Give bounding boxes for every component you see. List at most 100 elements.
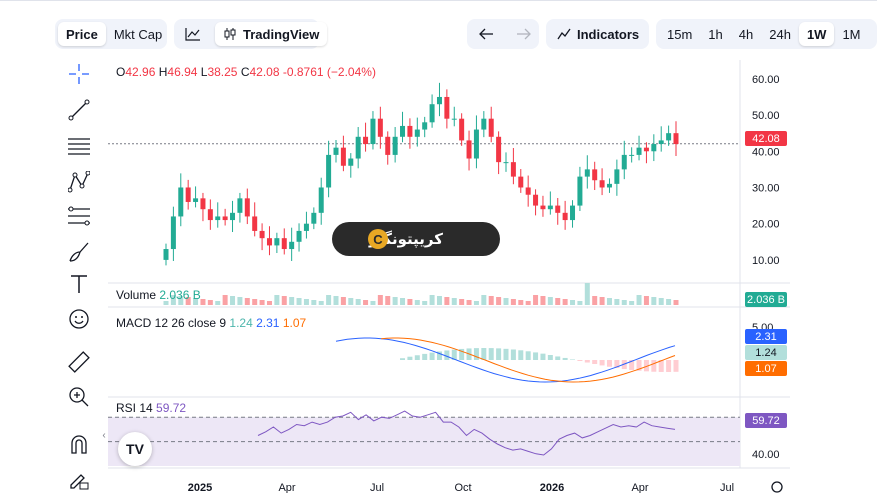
candle-body <box>363 136 369 145</box>
volume-bar <box>237 297 243 305</box>
macd-histogram-bar <box>614 360 620 368</box>
time-axis-tick: Apr <box>631 482 648 493</box>
low-value: 38.25 <box>207 65 238 79</box>
volume-bar <box>318 301 324 305</box>
rsi-legend: RSI 14 59.72 <box>116 401 186 415</box>
brush-tool[interactable] <box>60 238 98 266</box>
volume-bar <box>259 300 265 305</box>
interval-24h[interactable]: 24h <box>769 26 791 42</box>
volume-bar <box>193 298 199 305</box>
candle-body <box>274 238 280 246</box>
volume-bar <box>178 296 184 305</box>
history-controls <box>467 19 539 49</box>
volume-bar <box>252 299 258 305</box>
interval-15m[interactable]: 15m <box>667 26 693 42</box>
line-chart-icon <box>185 28 200 41</box>
volume-bar <box>392 297 398 305</box>
zoom-tool[interactable] <box>60 383 98 411</box>
trend-line-tool[interactable] <box>60 96 98 124</box>
volume-bar <box>170 295 176 305</box>
interval-1h[interactable]: 1h <box>708 26 723 42</box>
candle-body <box>606 183 612 188</box>
macd-histogram-bar <box>547 355 553 360</box>
candle-body <box>289 241 295 250</box>
volume-label: Volume <box>116 288 157 302</box>
open-value: 42.96 <box>125 65 156 79</box>
candle-body <box>540 205 546 210</box>
macd-histogram-bar <box>584 360 590 363</box>
candle-body <box>466 140 472 159</box>
lock-drawing-tool[interactable] <box>60 465 98 493</box>
volume-bar <box>599 297 605 305</box>
macd-histogram-bar <box>414 355 420 360</box>
price-axis-tick: 40.00 <box>752 146 780 158</box>
candle-body <box>636 147 642 155</box>
volume-bar <box>621 300 627 305</box>
price-axis-tick: 20.00 <box>752 219 780 231</box>
volume-bar <box>348 298 354 305</box>
fib-tool[interactable] <box>60 202 98 230</box>
top-border <box>0 0 877 4</box>
time-axis-tick: 2025 <box>188 482 212 493</box>
candle-body <box>170 216 176 250</box>
macd-hist-tag: 1.24 <box>745 345 787 360</box>
tradingview-logo-icon[interactable]: TV <box>118 432 152 466</box>
pattern-icon <box>68 171 90 193</box>
interval-1w[interactable]: 1W <box>798 22 835 46</box>
arrow-right-icon <box>517 28 531 40</box>
indicators-button[interactable]: Indicators <box>549 22 647 46</box>
candle-body <box>533 194 539 206</box>
magnet-tool[interactable] <box>60 430 98 458</box>
volume-bar <box>466 300 472 305</box>
volume-bar <box>377 295 383 305</box>
horizontal-lines-tool[interactable] <box>60 132 98 160</box>
candles-icon <box>224 28 236 40</box>
macd-histogram-bar <box>473 348 479 360</box>
ruler-tool[interactable] <box>60 348 98 376</box>
interval-1m[interactable]: 1M <box>842 26 861 42</box>
fib-retracement-icon <box>68 206 90 226</box>
undo-button[interactable] <box>470 22 508 46</box>
macd-histogram-bar <box>407 356 413 360</box>
volume-bar <box>303 299 309 305</box>
candle-body <box>178 187 184 217</box>
redo-button[interactable] <box>508 22 546 46</box>
candle-body <box>562 212 568 221</box>
text-tool[interactable] <box>60 270 98 298</box>
collapse-panel-button[interactable]: ‹ <box>102 429 106 441</box>
volume-bar <box>296 298 302 305</box>
price-tab[interactable]: Price <box>58 22 106 46</box>
volume-bar <box>473 301 479 305</box>
trend-line-icon <box>68 99 90 121</box>
macd-histogram-bar <box>599 360 605 366</box>
arrow-left-icon <box>479 28 493 40</box>
candle-body <box>348 158 354 166</box>
interval-selector: 15m 1h 4h 24h 1W 1M <box>656 19 877 49</box>
candle-body <box>259 230 265 239</box>
candle-body <box>547 205 553 210</box>
volume-bar <box>540 296 546 305</box>
candle-body <box>481 118 487 130</box>
tradingview-button[interactable]: TradingView <box>215 22 328 46</box>
line-chart-button[interactable] <box>177 22 215 46</box>
zoom-in-icon <box>69 387 89 407</box>
volume-bar <box>281 296 287 305</box>
mktcap-tab[interactable]: Mkt Cap <box>113 26 163 42</box>
volume-bar <box>459 299 465 305</box>
candle-body <box>621 154 627 170</box>
time-axis-tick: Apr <box>278 482 295 493</box>
volume-bar <box>606 298 612 305</box>
crosshair-tool[interactable] <box>60 60 98 88</box>
pattern-tool[interactable] <box>60 168 98 196</box>
price-axis-tick: 50.00 <box>752 110 780 122</box>
macd-histogram-bar <box>525 351 531 360</box>
macd-histogram-bar <box>533 352 539 360</box>
volume-bar <box>385 296 391 305</box>
candle-body <box>496 136 502 163</box>
candle-body <box>473 129 479 159</box>
interval-4h[interactable]: 4h <box>738 26 754 42</box>
volume-bar <box>666 299 672 305</box>
macd-line <box>335 337 676 383</box>
emoji-tool[interactable] <box>60 305 98 333</box>
